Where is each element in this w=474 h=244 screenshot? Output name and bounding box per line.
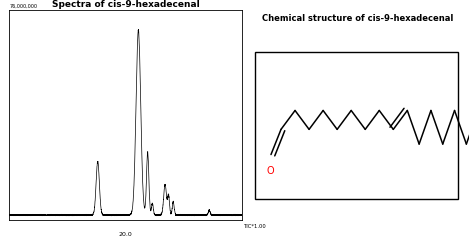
Bar: [255, 52, 458, 199]
Text: O: O: [266, 166, 273, 176]
Text: TIC*1.00: TIC*1.00: [244, 224, 267, 229]
Text: Chemical structure of cis-9-hexadecenal: Chemical structure of cis-9-hexadecenal: [262, 14, 454, 23]
Title: Spectra of cis-9-hexadecenal: Spectra of cis-9-hexadecenal: [52, 0, 200, 9]
Text: 76,000,000: 76,000,000: [9, 4, 37, 9]
Text: 20.0: 20.0: [118, 232, 133, 237]
